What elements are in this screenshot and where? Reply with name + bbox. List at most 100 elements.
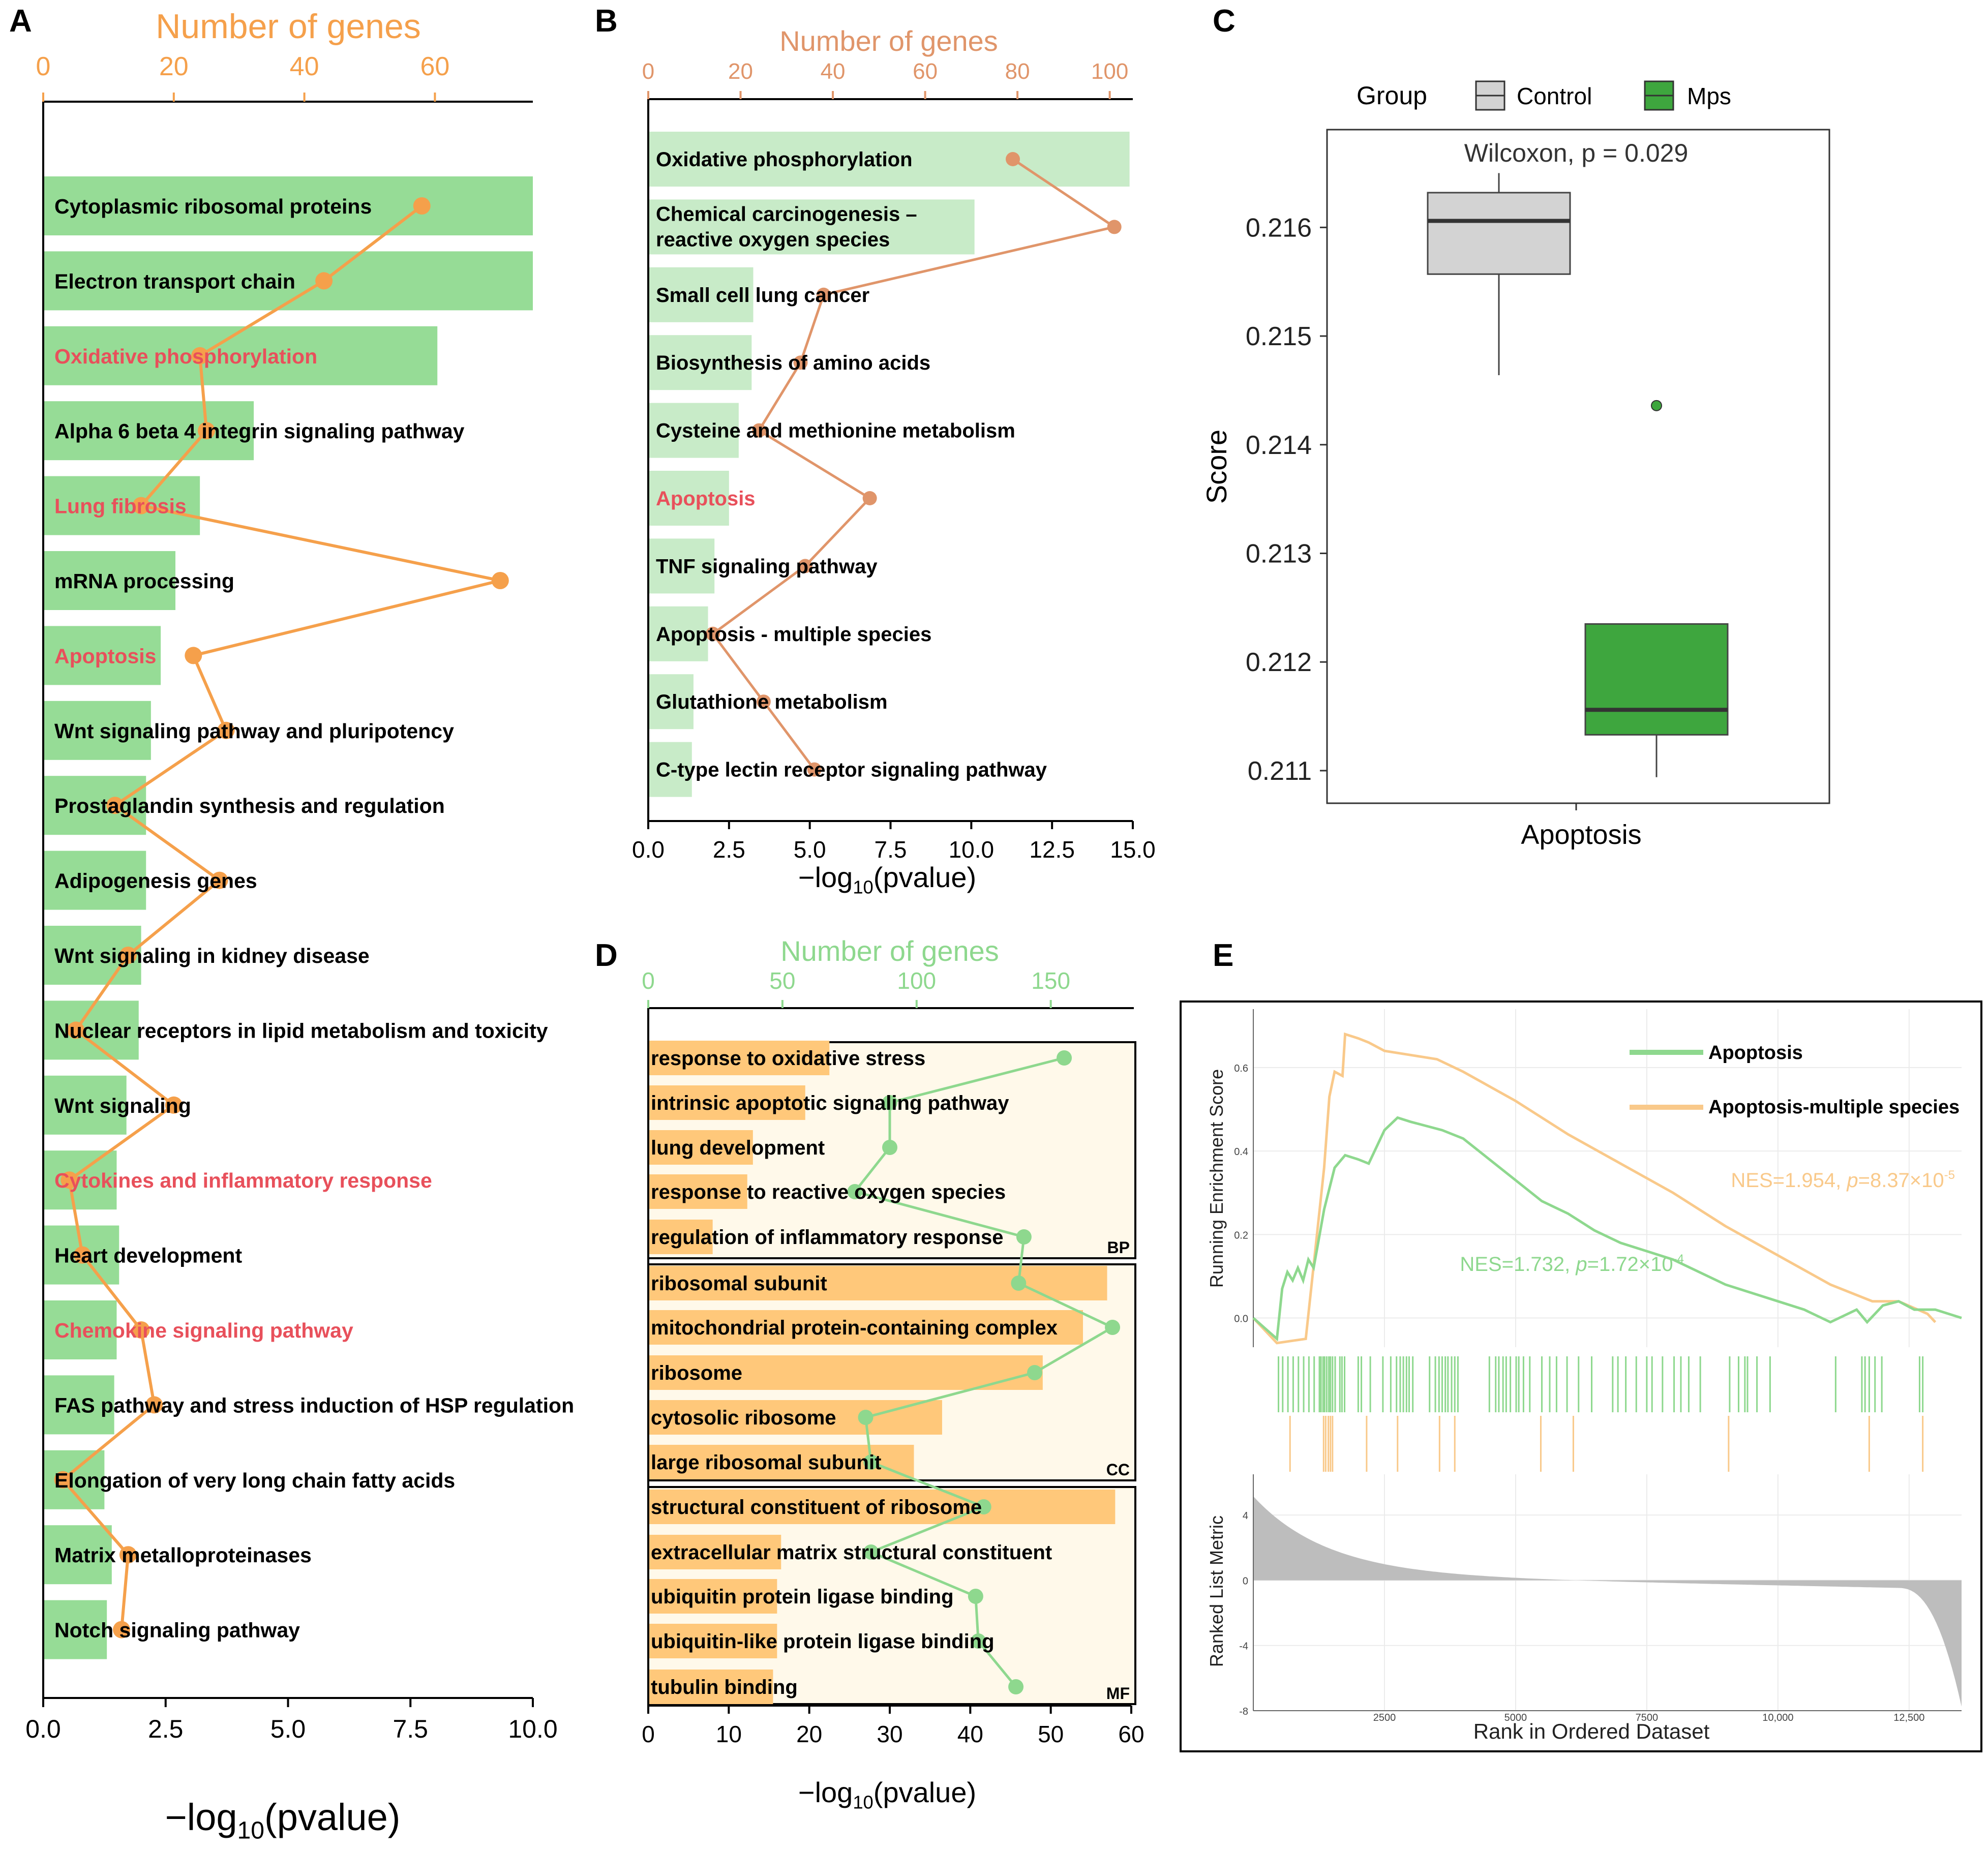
genes-point-a-8 bbox=[106, 797, 124, 814]
genes-point-d-3 bbox=[847, 1184, 863, 1199]
y-axis-title-metric: Ranked List Metric bbox=[1206, 1515, 1227, 1667]
bar-a-12 bbox=[43, 1075, 127, 1135]
tick-label-b-1: 2.5 bbox=[713, 836, 745, 863]
es-tick-label-3: 0.6 bbox=[1234, 1063, 1248, 1074]
label-d-CC-4: large ribosomal subunit bbox=[651, 1451, 881, 1474]
group-label-BP: BP bbox=[1107, 1238, 1130, 1257]
x-axis-title-b: −log10(pvalue) bbox=[798, 861, 976, 897]
es-tick-label-0: 0.0 bbox=[1234, 1314, 1248, 1325]
bar-d-BP-3 bbox=[649, 1174, 747, 1209]
top-tick-label-d-2: 100 bbox=[897, 967, 936, 994]
genes-point-a-11 bbox=[67, 1021, 85, 1039]
bar-a-17 bbox=[43, 1450, 105, 1509]
x-label-c: Apoptosis bbox=[1521, 820, 1641, 850]
bar-b-3 bbox=[648, 335, 752, 390]
label-d-BP-4: regulation of inflammatory response bbox=[651, 1226, 1003, 1249]
label-d-CC-1: mitochondrial protein-containing complex bbox=[651, 1317, 1058, 1339]
tick-label-c-1: 0.212 bbox=[1246, 648, 1312, 677]
bar-a-3 bbox=[43, 401, 254, 461]
genes-point-d-6 bbox=[1105, 1320, 1121, 1335]
panel-letter-B: B bbox=[595, 4, 618, 39]
genes-point-d-12 bbox=[968, 1589, 983, 1604]
genes-point-d-8 bbox=[858, 1410, 873, 1425]
tick-label-b-2: 5.0 bbox=[794, 836, 826, 863]
rank-tick-label-4: 12,500 bbox=[1893, 1712, 1924, 1723]
label-b-3: Biosynthesis of amino acids bbox=[656, 352, 930, 374]
tick-label-d-2: 20 bbox=[796, 1721, 822, 1747]
group-label-CC: CC bbox=[1106, 1461, 1130, 1479]
es-line-apoptosis bbox=[1252, 1116, 1962, 1342]
tick-label-a-3: 7.5 bbox=[393, 1715, 428, 1743]
bar-a-18 bbox=[43, 1525, 112, 1585]
tick-label-c-5: 0.216 bbox=[1246, 213, 1312, 242]
label-d-BP-0: response to oxidative stress bbox=[651, 1047, 925, 1070]
genes-point-b-1 bbox=[1107, 220, 1122, 234]
top-tick-label-a-1: 20 bbox=[159, 52, 189, 81]
tick-label-c-2: 0.213 bbox=[1246, 539, 1312, 568]
genes-point-a-12 bbox=[165, 1096, 183, 1114]
rank-tick-label-0: 2500 bbox=[1373, 1712, 1396, 1723]
bar-d-MF-0 bbox=[649, 1490, 1116, 1524]
genes-line-b bbox=[711, 158, 1118, 771]
es-tick-label-2: 0.4 bbox=[1234, 1146, 1248, 1158]
tick-label-a-1: 2.5 bbox=[148, 1715, 184, 1743]
top-tick-label-b-5: 100 bbox=[1091, 59, 1128, 84]
genes-point-b-9 bbox=[807, 762, 822, 777]
genes-point-a-3 bbox=[198, 422, 215, 440]
tick-label-a-4: 10.0 bbox=[508, 1715, 557, 1743]
top-tick-label-d-1: 50 bbox=[769, 967, 795, 994]
bar-b-2 bbox=[648, 267, 754, 322]
label-a-0: Cytoplasmic ribosomal proteins bbox=[54, 195, 372, 218]
label-a-14: Heart development bbox=[54, 1244, 242, 1267]
top-axis-title-d: Number of genes bbox=[780, 935, 999, 967]
metric-tick-label-0: 4 bbox=[1243, 1510, 1248, 1522]
bar-a-9 bbox=[43, 851, 146, 910]
tick-label-d-0: 0 bbox=[642, 1721, 655, 1747]
genes-point-a-2 bbox=[191, 347, 209, 365]
label-a-15: Chemokine signaling pathway bbox=[54, 1319, 353, 1342]
label-d-CC-2: ribosome bbox=[651, 1362, 742, 1384]
panel-letter-E: E bbox=[1213, 938, 1233, 973]
genes-point-d-1 bbox=[882, 1095, 897, 1110]
y-axis-title-es: Running Enrichment Score bbox=[1206, 1069, 1227, 1288]
label-b-2: Small cell lung cancer bbox=[656, 284, 869, 307]
label-d-MF-2: ubiquitin protein ligase binding bbox=[651, 1586, 954, 1608]
panel-letter-D: D bbox=[595, 938, 618, 973]
genes-point-b-3 bbox=[793, 355, 808, 370]
panel-letter-C: C bbox=[1213, 4, 1236, 39]
bar-a-8 bbox=[43, 776, 146, 835]
genes-point-b-7 bbox=[706, 626, 720, 641]
genes-point-d-4 bbox=[1016, 1229, 1032, 1245]
label-a-4: Lung fibrosis bbox=[54, 495, 187, 518]
label-a-5: mRNA processing bbox=[54, 569, 234, 593]
label-a-12: Wnt signaling bbox=[54, 1094, 191, 1117]
genes-point-a-6 bbox=[185, 647, 202, 664]
tick-label-c-4: 0.215 bbox=[1246, 322, 1312, 351]
genes-point-b-5 bbox=[862, 491, 877, 505]
panel-b: Oxidative phosphorylation Chemical carcin… bbox=[632, 25, 1156, 897]
top-tick-label-b-3: 60 bbox=[913, 59, 938, 84]
panel-letter-A: A bbox=[9, 4, 32, 39]
genes-line-a bbox=[61, 204, 501, 1630]
es-tick-label-1: 0.2 bbox=[1234, 1230, 1248, 1241]
bar-b-7 bbox=[648, 606, 708, 661]
nes-annotation-multi: NES=1.954, p=8.37×10-5 bbox=[1731, 1168, 1955, 1192]
genes-point-a-19 bbox=[113, 1621, 131, 1638]
genes-point-a-18 bbox=[119, 1546, 137, 1564]
genes-point-d-14 bbox=[1008, 1679, 1024, 1694]
top-tick-label-a-0: 0 bbox=[36, 52, 51, 81]
bar-d-MF-2 bbox=[649, 1579, 777, 1614]
bar-d-CC-2 bbox=[649, 1355, 1043, 1390]
bar-d-CC-3 bbox=[649, 1400, 942, 1435]
legend-label-mps: Mps bbox=[1687, 83, 1731, 109]
genes-point-d-7 bbox=[1027, 1365, 1042, 1380]
tick-label-c-3: 0.214 bbox=[1246, 431, 1312, 460]
tick-label-b-0: 0.0 bbox=[632, 836, 665, 863]
label-a-6: Apoptosis bbox=[54, 644, 156, 667]
label-b-1: Chemical carcinogenesis – reactive oxygen… bbox=[656, 203, 917, 251]
top-axis-title-b: Number of genes bbox=[779, 25, 998, 57]
bar-a-5 bbox=[43, 551, 176, 610]
label-b-0: Oxidative phosphorylation bbox=[656, 148, 913, 171]
bar-b-9 bbox=[648, 742, 692, 797]
